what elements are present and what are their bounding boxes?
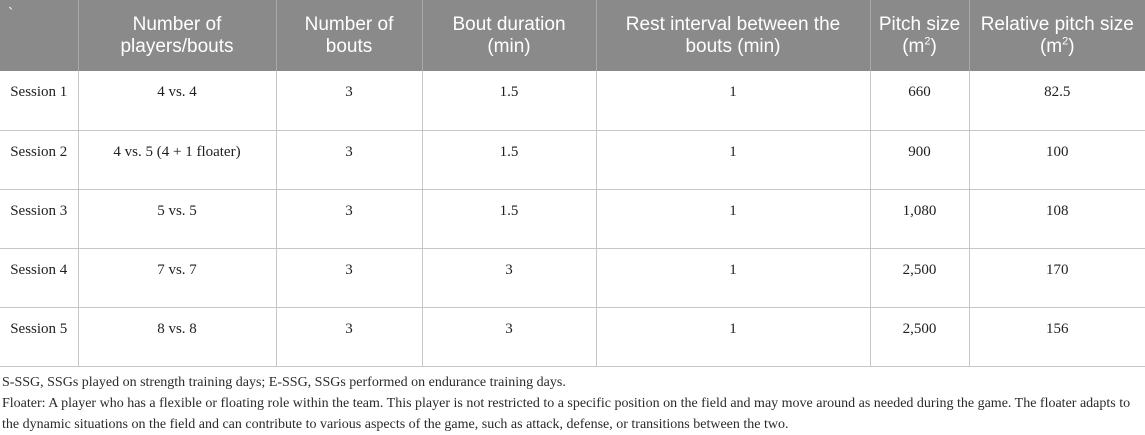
- bouts-cell: 3: [276, 307, 423, 367]
- header-players: Number of players/bouts: [78, 0, 277, 71]
- session-cell: Session 5: [0, 307, 79, 367]
- relative-pitch-cell: 82.5: [969, 71, 1145, 131]
- table-row: Session 4 7 vs. 7 3 3 1 2,500 170: [0, 248, 1145, 308]
- header-row: ` Number of players/bouts Number of bout…: [0, 0, 1145, 71]
- duration-cell: 3: [422, 307, 597, 367]
- pitch-cell: 900: [870, 130, 970, 190]
- rest-cell: 1: [596, 307, 871, 367]
- table-row: Session 5 8 vs. 8 3 3 1 2,500 156: [0, 307, 1145, 367]
- pitch-cell: 2,500: [870, 248, 970, 308]
- header-relative-pitch: Relative pitch size (m2): [969, 0, 1145, 71]
- table-row: Session 3 5 vs. 5 3 1.5 1 1,080 108: [0, 189, 1145, 249]
- header-duration: Bout duration (min): [422, 0, 597, 71]
- duration-cell: 3: [422, 248, 597, 308]
- pitch-cell: 1,080: [870, 189, 970, 249]
- players-cell: 7 vs. 7: [78, 248, 277, 308]
- floater-note: Floater: A player who has a flexible or …: [2, 396, 1131, 432]
- header-bouts: Number of bouts: [276, 0, 423, 71]
- bouts-cell: 3: [276, 248, 423, 308]
- header-pitch: Pitch size (m2): [870, 0, 970, 71]
- header-corner: `: [0, 0, 79, 71]
- players-cell: 4 vs. 5 (4 + 1 floater): [78, 130, 277, 190]
- rest-cell: 1: [596, 130, 871, 190]
- players-cell: 4 vs. 4: [78, 71, 277, 131]
- players-cell: 5 vs. 5: [78, 189, 277, 249]
- rest-cell: 1: [596, 248, 871, 308]
- duration-cell: 1.5: [422, 130, 597, 190]
- relative-pitch-cell: 156: [969, 307, 1145, 367]
- relative-pitch-cell: 100: [969, 130, 1145, 190]
- pitch-cell: 660: [870, 71, 970, 131]
- players-cell: 8 vs. 8: [78, 307, 277, 367]
- rest-cell: 1: [596, 189, 871, 249]
- table-row: Session 2 4 vs. 5 (4 + 1 floater) 3 1.5 …: [0, 130, 1145, 190]
- session-cell: Session 2: [0, 130, 79, 190]
- session-cell: Session 3: [0, 189, 79, 249]
- session-cell: Session 4: [0, 248, 79, 308]
- table-row: Session 1 4 vs. 4 3 1.5 1 660 82.5: [0, 71, 1145, 131]
- session-cell: Session 1: [0, 71, 79, 131]
- bouts-cell: 3: [276, 130, 423, 190]
- relative-pitch-cell: 108: [969, 189, 1145, 249]
- duration-cell: 1.5: [422, 71, 597, 131]
- header-rest: Rest interval between the bouts (min): [596, 0, 871, 71]
- duration-cell: 1.5: [422, 189, 597, 249]
- rest-cell: 1: [596, 71, 871, 131]
- bouts-cell: 3: [276, 71, 423, 131]
- table-footnotes: S-SSG, SSGs played on strength training …: [2, 372, 1142, 435]
- pitch-cell: 2,500: [870, 307, 970, 367]
- session-table: ` Number of players/bouts Number of bout…: [0, 0, 1145, 367]
- bouts-cell: 3: [276, 189, 423, 249]
- relative-pitch-cell: 170: [969, 248, 1145, 308]
- abbreviations-note: S-SSG, SSGs played on strength training …: [2, 375, 566, 390]
